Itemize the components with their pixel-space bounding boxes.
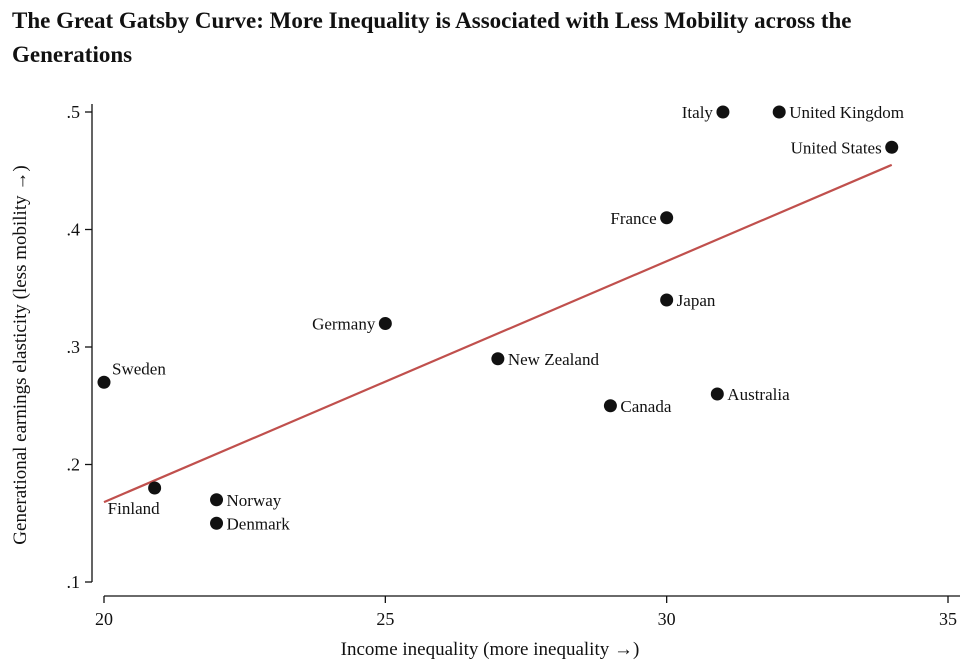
fit-line bbox=[103, 163, 893, 504]
x-axis-label: Income inequality (more inequality →) bbox=[341, 639, 640, 660]
point-label-italy: Italy bbox=[682, 103, 714, 122]
point-label-japan: Japan bbox=[677, 291, 716, 310]
x-tick-label: 25 bbox=[376, 609, 394, 629]
point-sweden bbox=[97, 375, 111, 389]
y-tick-label: .4 bbox=[67, 220, 81, 240]
point-label-sweden: Sweden bbox=[112, 359, 166, 378]
point-united-kingdom bbox=[772, 105, 786, 119]
y-tick-label: .1 bbox=[67, 572, 81, 592]
point-label-finland: Finland bbox=[108, 499, 160, 518]
point-japan bbox=[660, 293, 674, 307]
point-norway bbox=[210, 493, 224, 507]
point-united-states bbox=[885, 140, 899, 154]
y-tick-label: .5 bbox=[67, 102, 81, 122]
point-italy bbox=[716, 105, 730, 119]
point-label-germany: Germany bbox=[312, 315, 376, 334]
fit-line-group bbox=[103, 163, 893, 504]
point-germany bbox=[378, 317, 392, 330]
y-tick-label: .3 bbox=[67, 337, 81, 357]
point-label-france: France bbox=[610, 209, 656, 228]
point-label-new-zealand: New Zealand bbox=[508, 350, 600, 369]
chart-title: The Great Gatsby Curve: More Inequality … bbox=[12, 8, 852, 67]
point-france bbox=[660, 211, 674, 225]
x-tick-label: 35 bbox=[939, 609, 957, 629]
point-label-united-kingdom: United Kingdom bbox=[789, 103, 904, 122]
y-tick-label: .2 bbox=[67, 455, 81, 475]
point-label-denmark: Denmark bbox=[227, 514, 291, 533]
point-label-united-states: United States bbox=[791, 138, 882, 157]
point-canada bbox=[603, 399, 617, 413]
x-tick-label: 30 bbox=[658, 609, 676, 629]
points-group: Sweden Finland Norway Denmark Germany New Zea… bbox=[97, 103, 904, 533]
point-denmark bbox=[210, 516, 224, 530]
axes: .1 .2 .3 .4 .5 20 25 30 35 bbox=[67, 102, 960, 629]
point-finland bbox=[148, 481, 162, 495]
point-new-zealand bbox=[491, 352, 505, 366]
point-australia bbox=[710, 387, 724, 401]
point-label-australia: Australia bbox=[727, 385, 790, 404]
y-axis-label: Generational earnings elasticity (less m… bbox=[10, 165, 31, 544]
point-label-canada: Canada bbox=[620, 397, 671, 416]
x-tick-label: 20 bbox=[95, 609, 113, 629]
point-label-norway: Norway bbox=[227, 491, 282, 510]
